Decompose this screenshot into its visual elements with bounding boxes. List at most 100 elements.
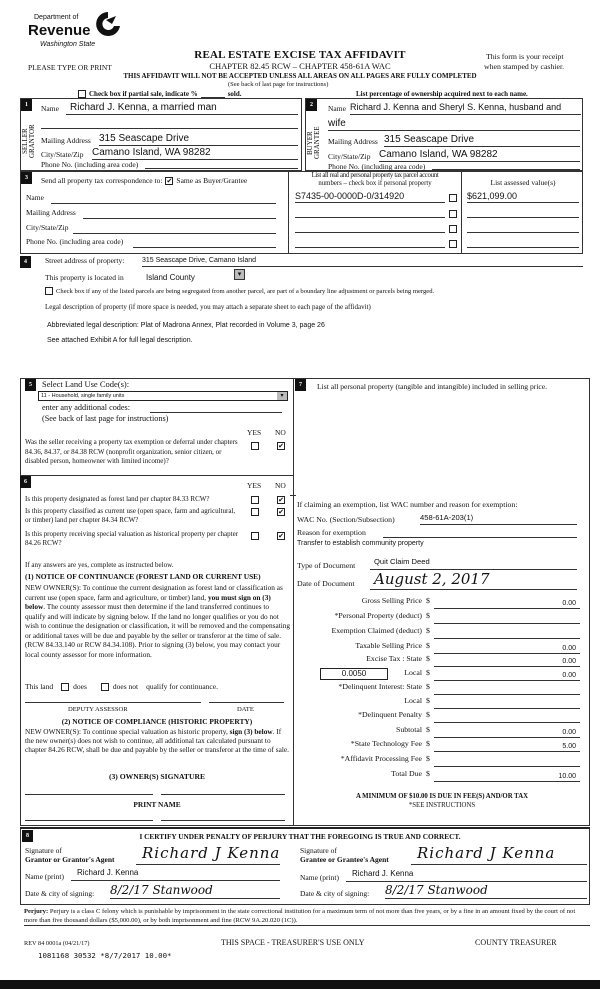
land-use-dropdown[interactable]: 11 - Household, single family units ▾ bbox=[38, 391, 288, 401]
assessed-value-field[interactable] bbox=[467, 210, 579, 218]
same-as-buyer-checkbox[interactable]: ✔ bbox=[165, 177, 174, 186]
grantee-signature-field[interactable]: Richard J Kenna bbox=[411, 845, 587, 865]
notice-continuance-text: NEW OWNER(S): To continue the current de… bbox=[25, 583, 291, 659]
grantee-name-field[interactable]: Richard J. Kenna bbox=[346, 869, 587, 882]
personal-property-checkbox[interactable] bbox=[449, 194, 457, 202]
grantee-date-field[interactable]: 8/2/17 Stanwood bbox=[385, 883, 587, 899]
fee-field[interactable] bbox=[434, 653, 580, 654]
owner-signature-field[interactable] bbox=[25, 790, 153, 795]
buyer-city-field[interactable]: Camano Island, WA 98282 bbox=[379, 149, 580, 162]
logo-line2: Revenue bbox=[28, 22, 91, 39]
fee-field[interactable] bbox=[434, 766, 580, 767]
correspondence-mailing-field[interactable] bbox=[83, 209, 276, 219]
deputy-assessor-signature[interactable] bbox=[25, 696, 201, 703]
yes-header: YES bbox=[247, 428, 262, 437]
fee-field[interactable] bbox=[434, 638, 580, 639]
doc-type-field[interactable]: Quit Claim Deed bbox=[370, 557, 577, 570]
historic-no-checkbox[interactable]: ✔ bbox=[277, 532, 285, 540]
personal-property-checkbox[interactable] bbox=[449, 225, 457, 233]
seller-phone-field[interactable] bbox=[145, 159, 298, 169]
fee-label: *State Technology Fee bbox=[350, 739, 422, 748]
wac-field[interactable]: 458-61A-203(1) bbox=[420, 513, 577, 525]
does-not-checkbox[interactable] bbox=[100, 683, 109, 692]
fee-label: Local bbox=[404, 696, 422, 705]
doc-date-field[interactable]: August 2, 2017 bbox=[370, 572, 577, 590]
receipt-note-2: when stamped by cashier. bbox=[484, 62, 565, 71]
print-name-field[interactable] bbox=[25, 816, 153, 821]
current-use-yes-checkbox[interactable] bbox=[251, 508, 259, 516]
local-rate-box[interactable]: 0.0050 bbox=[320, 668, 388, 680]
fee-label: Local bbox=[404, 668, 422, 677]
correspondence-phone-field[interactable] bbox=[133, 238, 276, 248]
buyer-phone-field[interactable] bbox=[432, 161, 580, 170]
current-use-no-checkbox[interactable]: ✔ bbox=[277, 508, 285, 516]
buyer-name-field-2[interactable]: wife bbox=[328, 118, 580, 131]
segregated-checkbox[interactable] bbox=[45, 287, 53, 295]
wac-label: WAC No. (Section/Subsection) bbox=[297, 515, 395, 524]
parcel-number-field[interactable] bbox=[295, 225, 445, 233]
partial-sale-sold: sold. bbox=[227, 90, 242, 98]
parcel-number-field[interactable]: S7435-00-0000D-0/314920 bbox=[295, 191, 445, 203]
legal-see: See attached Exhibit A for full legal de… bbox=[47, 337, 193, 344]
reason-field[interactable] bbox=[383, 528, 577, 538]
buyer-name-field[interactable]: Richard J. Kenna and Sheryl S. Kenna, hu… bbox=[350, 102, 581, 115]
perjury-label: Perjury: bbox=[24, 908, 49, 915]
fee-label: *Personal Property (deduct) bbox=[334, 611, 422, 620]
notice2-part2: . If the new owner(s) does not wish to c… bbox=[25, 727, 289, 754]
county-dropdown-button[interactable]: ▾ bbox=[234, 269, 245, 280]
fee-field[interactable] bbox=[434, 708, 580, 709]
fee-field[interactable] bbox=[434, 680, 580, 681]
fee-field[interactable] bbox=[434, 781, 580, 782]
seller-name-field[interactable]: Richard J. Kenna, a married man bbox=[66, 102, 298, 115]
assessed-value-field[interactable] bbox=[467, 240, 579, 248]
fee-field[interactable] bbox=[434, 737, 580, 738]
personal-property-checkbox[interactable] bbox=[449, 240, 457, 248]
grantor-name-field[interactable]: Richard J. Kenna bbox=[71, 868, 280, 881]
exemption-yes-checkbox[interactable] bbox=[251, 442, 259, 450]
currency: $ bbox=[426, 641, 430, 650]
city-label: City/State/Zip bbox=[328, 152, 371, 161]
fee-row: *Delinquent Penalty $ bbox=[300, 710, 580, 723]
name-print-label: Name (print) bbox=[300, 873, 339, 882]
send-label: Send all property tax correspondence to: bbox=[41, 176, 163, 185]
personal-property-checkbox[interactable] bbox=[449, 210, 457, 218]
partial-sale-row: Check box if partial sale, indicate % so… bbox=[78, 90, 242, 99]
parcel-number-field[interactable] bbox=[295, 210, 445, 218]
street-address-field[interactable]: 315 Seascape Drive, Camano Island bbox=[142, 256, 583, 267]
exemption-no-checkbox[interactable]: ✔ bbox=[277, 442, 285, 450]
assessor-date-field[interactable] bbox=[209, 696, 284, 703]
fee-field[interactable] bbox=[434, 751, 580, 752]
no-header: NO bbox=[275, 428, 286, 437]
correspondence-name-field[interactable] bbox=[51, 194, 276, 204]
correspondence-city-field[interactable] bbox=[73, 224, 276, 234]
seller-city-field[interactable]: Camano Island, WA 98282 bbox=[92, 147, 298, 160]
fee-field[interactable] bbox=[434, 722, 580, 723]
seller-name: Richard J. Kenna, a married man bbox=[70, 102, 217, 113]
forest-no-checkbox[interactable]: ✔ bbox=[277, 496, 285, 504]
does-checkbox[interactable] bbox=[61, 683, 70, 692]
divider bbox=[288, 172, 289, 254]
partial-percent-field[interactable] bbox=[200, 90, 225, 99]
seller-mailing-field[interactable]: 315 Seascape Drive bbox=[99, 133, 298, 146]
section-number: 7 bbox=[295, 379, 306, 391]
forest-yes-checkbox[interactable] bbox=[251, 496, 259, 504]
parcel-number-field[interactable] bbox=[295, 240, 445, 248]
historic-yes-checkbox[interactable] bbox=[251, 532, 259, 540]
fee-field[interactable] bbox=[434, 608, 580, 609]
grantor-date-field[interactable]: 8/2/17 Stanwood bbox=[110, 883, 280, 899]
assessed-value-field[interactable]: $621,099.00 bbox=[467, 191, 579, 203]
fee-field[interactable] bbox=[434, 694, 580, 695]
print-name-field-2[interactable] bbox=[161, 816, 285, 821]
assessed-value-field[interactable] bbox=[467, 225, 579, 233]
fee-field[interactable] bbox=[434, 666, 580, 667]
grantor-signature-field[interactable]: Richard J Kenna bbox=[136, 845, 280, 865]
partial-sale-checkbox[interactable] bbox=[78, 90, 86, 99]
fee-label: Subtotal bbox=[396, 725, 422, 734]
buyer-mailing-field[interactable]: 315 Seascape Drive bbox=[384, 134, 580, 147]
form-id: REV 84 0001a (04/21/17) bbox=[24, 940, 90, 947]
additional-codes-field[interactable] bbox=[150, 404, 282, 413]
seller-name-field-2[interactable] bbox=[41, 118, 298, 129]
owner-signature-field-2[interactable] bbox=[161, 790, 285, 795]
buyer-city: Camano Island, WA 98282 bbox=[379, 149, 498, 160]
fee-field[interactable] bbox=[434, 623, 580, 624]
